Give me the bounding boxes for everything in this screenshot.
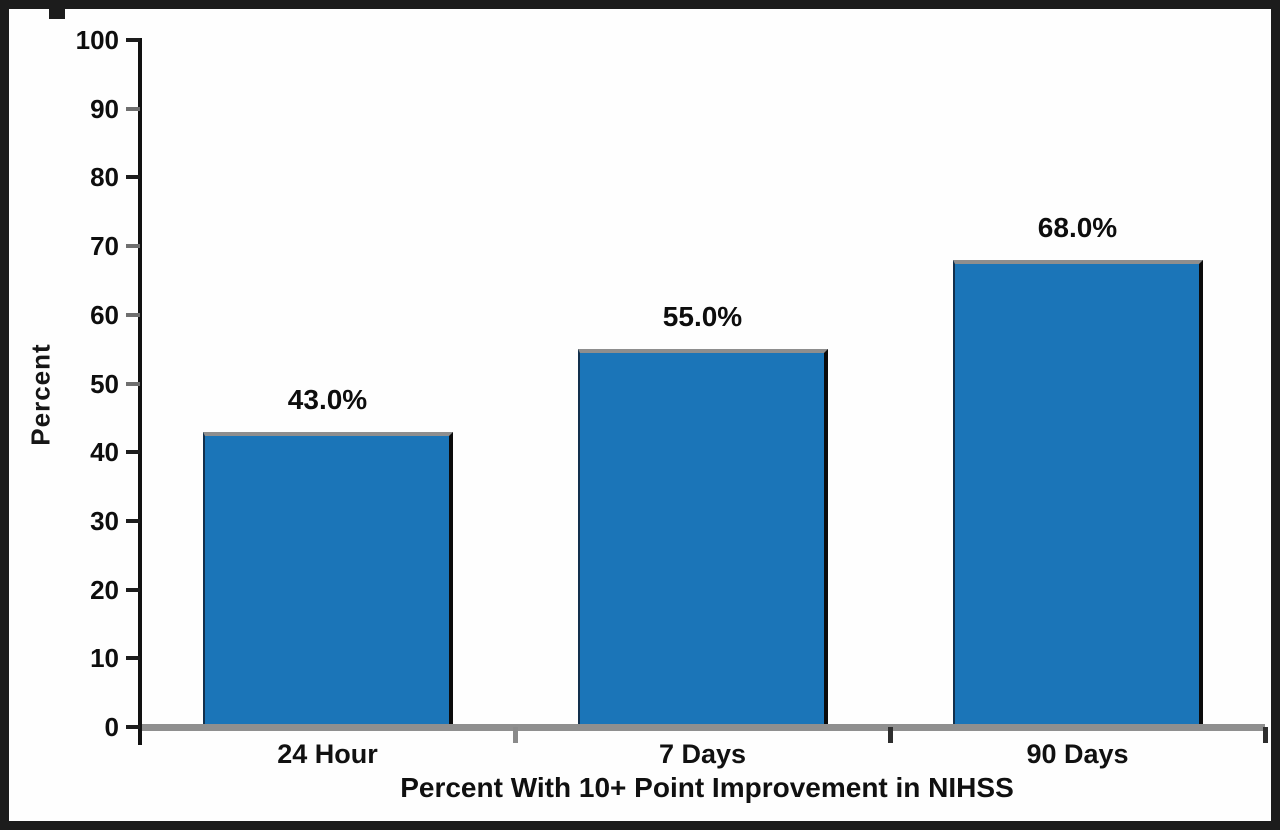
y-tick-mark xyxy=(126,725,140,729)
y-tick-label: 80 xyxy=(90,162,119,193)
y-tick-mark xyxy=(126,312,140,317)
y-tick-label: 90 xyxy=(90,93,119,124)
y-tick-label: 10 xyxy=(90,643,119,674)
y-tick-label: 20 xyxy=(90,574,119,605)
x-category-label-24-hour: 24 Hour xyxy=(277,739,378,769)
bar-90-days xyxy=(952,259,1203,731)
y-tick-mark xyxy=(126,244,140,249)
x-category-label-90-days: 90 Days xyxy=(1026,739,1129,769)
x-boundary-tick xyxy=(513,727,518,743)
x-axis-baseline xyxy=(140,724,1265,731)
bar-value-label: 55.0% xyxy=(662,301,743,333)
bar-value-label: 43.0% xyxy=(287,383,368,415)
y-tick-label: 30 xyxy=(90,505,119,536)
y-tick-mark xyxy=(126,175,140,180)
y-tick-mark xyxy=(126,587,140,592)
bar-7-days xyxy=(577,349,828,731)
y-tick-mark xyxy=(126,518,140,523)
bar-24-hour xyxy=(202,431,453,731)
y-tick-label: 70 xyxy=(90,231,119,262)
x-boundary-tick xyxy=(888,727,893,743)
y-tick-label: 0 xyxy=(104,712,119,742)
y-tick-mark xyxy=(126,656,140,661)
bar-value-label: 68.0% xyxy=(1037,211,1118,243)
bar-chart: 0 10 20 30 40 50 60 70 80 90 100 Percent 43.0% 55.0… xyxy=(9,9,1271,821)
y-tick-label: 100 xyxy=(75,25,119,55)
y-axis-title: Percent xyxy=(25,343,56,446)
y-axis-line xyxy=(138,38,142,745)
y-tick-mark xyxy=(126,450,140,455)
x-boundary-tick xyxy=(1263,727,1268,743)
y-tick-label: 40 xyxy=(90,437,119,468)
y-tick-mark xyxy=(126,106,140,111)
crop-artifact xyxy=(49,9,65,19)
y-tick-label: 60 xyxy=(90,299,119,330)
x-category-label-7-days: 7 Days xyxy=(658,739,747,769)
y-tick-label: 50 xyxy=(90,368,119,399)
y-tick-mark xyxy=(126,381,140,386)
y-tick-mark xyxy=(126,38,140,42)
x-axis-title: Percent With 10+ Point Improvement in NI… xyxy=(400,772,1014,803)
